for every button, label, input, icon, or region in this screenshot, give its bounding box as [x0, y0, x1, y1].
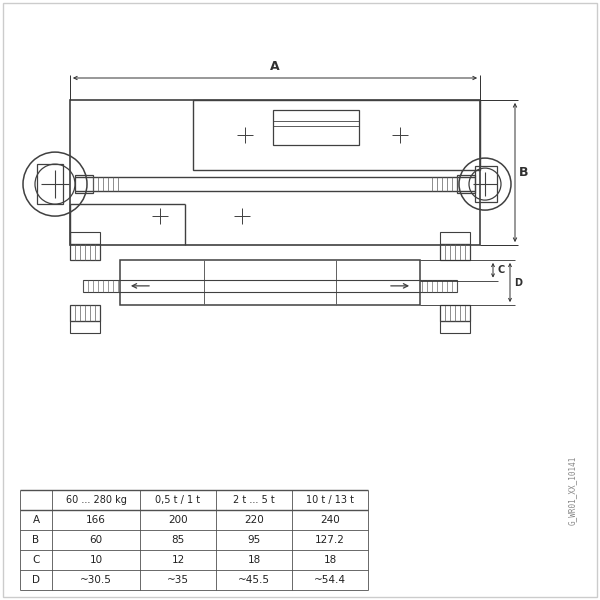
Bar	[75, 175, 93, 193]
Text: 220: 220	[244, 515, 264, 525]
Bar	[70, 321, 100, 333]
Bar	[457, 175, 475, 193]
Text: 166: 166	[86, 515, 106, 525]
Text: 85: 85	[172, 535, 185, 545]
Text: 18: 18	[323, 555, 337, 565]
Text: D: D	[32, 575, 40, 585]
Bar	[440, 232, 470, 244]
Text: 2 t ... 5 t: 2 t ... 5 t	[233, 495, 275, 505]
Text: 10 t / 13 t: 10 t / 13 t	[306, 495, 354, 505]
Bar	[440, 305, 470, 321]
Text: ~45.5: ~45.5	[238, 575, 270, 585]
Text: B: B	[32, 535, 40, 545]
Text: 127.2: 127.2	[315, 535, 345, 545]
Bar	[83, 280, 457, 292]
Bar	[70, 232, 100, 244]
Text: A: A	[270, 60, 280, 73]
Text: 10: 10	[89, 555, 103, 565]
Text: 240: 240	[320, 515, 340, 525]
Bar	[70, 244, 100, 260]
Bar	[274, 110, 359, 145]
Text: 60 ... 280 kg: 60 ... 280 kg	[65, 495, 127, 505]
Text: D: D	[514, 277, 522, 287]
Bar	[440, 244, 470, 260]
Text: 200: 200	[168, 515, 188, 525]
Text: ~54.4: ~54.4	[314, 575, 346, 585]
Text: C: C	[497, 265, 504, 275]
Bar	[70, 100, 480, 245]
Text: G_WR01_XX_10141: G_WR01_XX_10141	[568, 455, 577, 524]
Text: 18: 18	[247, 555, 260, 565]
Text: 0,5 t / 1 t: 0,5 t / 1 t	[155, 495, 200, 505]
Text: ~30.5: ~30.5	[80, 575, 112, 585]
Text: C: C	[32, 555, 40, 565]
Bar	[70, 305, 100, 321]
Text: ~35: ~35	[167, 575, 189, 585]
Text: 95: 95	[247, 535, 260, 545]
Text: 60: 60	[89, 535, 103, 545]
Bar	[475, 166, 497, 202]
Text: 12: 12	[172, 555, 185, 565]
Text: B: B	[519, 166, 529, 179]
Bar	[440, 321, 470, 333]
Text: A: A	[32, 515, 40, 525]
Bar	[37, 164, 63, 204]
Bar	[193, 100, 480, 170]
Bar	[120, 260, 420, 305]
